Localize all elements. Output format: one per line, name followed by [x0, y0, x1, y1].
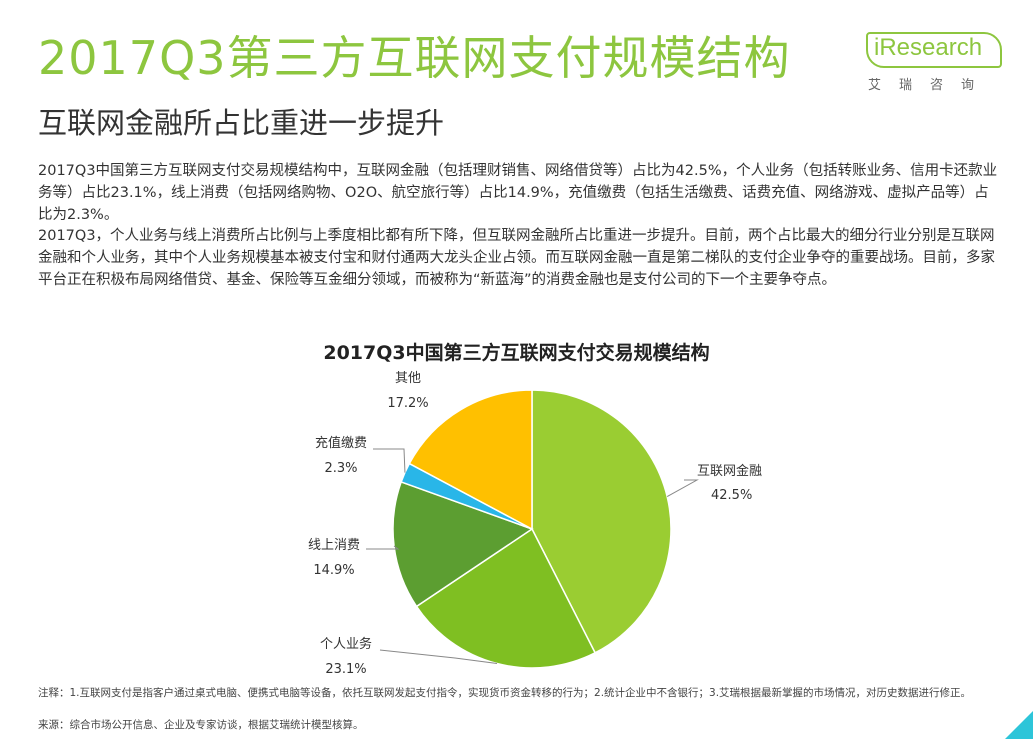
- logo-cn-text: 艾瑞咨询: [868, 78, 993, 93]
- body-paragraph-2: 2017Q3，个人业务与线上消费所占比例与上季度相比都有所下降，但互联网金融所占…: [38, 228, 995, 288]
- leader-line: [366, 545, 400, 550]
- slice-label-value: 42.5%: [711, 488, 752, 503]
- iresearch-logo: iResearch 艾瑞咨询: [862, 32, 1012, 102]
- slice-label-name: 线上消费: [308, 538, 360, 553]
- page-title: 2017Q3第三方互联网支付规模结构: [38, 31, 791, 85]
- body-paragraph-1: 2017Q3中国第三方互联网支付交易规模结构中，互联网金融（包括理财销售、网络借…: [38, 163, 998, 223]
- source-note: 来源：综合市场公开信息、企业及专家访谈，根据艾瑞统计模型核算。: [38, 719, 364, 731]
- slice-label-value: 14.9%: [313, 563, 354, 578]
- pie-slice: [392, 480, 534, 608]
- leader-line: [379, 649, 498, 665]
- leader-line: [373, 448, 406, 473]
- slice-label-name: 互联网金融: [697, 463, 762, 479]
- leader-line: [666, 479, 699, 497]
- slice-label-name: 充值缴费: [315, 435, 367, 451]
- pie-slice: [415, 527, 597, 669]
- footnote: 注释：1.互联网支付是指客户通过桌式电脑、便携式电脑等设备，依托互联网发起支付指…: [38, 687, 972, 699]
- logo-text: iResearch: [874, 34, 983, 61]
- page-subtitle: 互联网金融所占比重进一步提升: [38, 106, 445, 140]
- slice-label-name: 个人业务: [320, 636, 372, 652]
- pie-slice: [408, 389, 533, 531]
- slice-label-value: 17.2%: [387, 396, 428, 411]
- slice-label-value: 2.3%: [324, 461, 357, 476]
- logo-frame: [866, 32, 1002, 68]
- chart-title: 2017Q3中国第三方互联网支付交易规模结构: [323, 342, 710, 364]
- slice-label-value: 23.1%: [325, 662, 366, 677]
- slice-label-name: 其他: [395, 371, 421, 386]
- corner-accent: [1005, 711, 1033, 739]
